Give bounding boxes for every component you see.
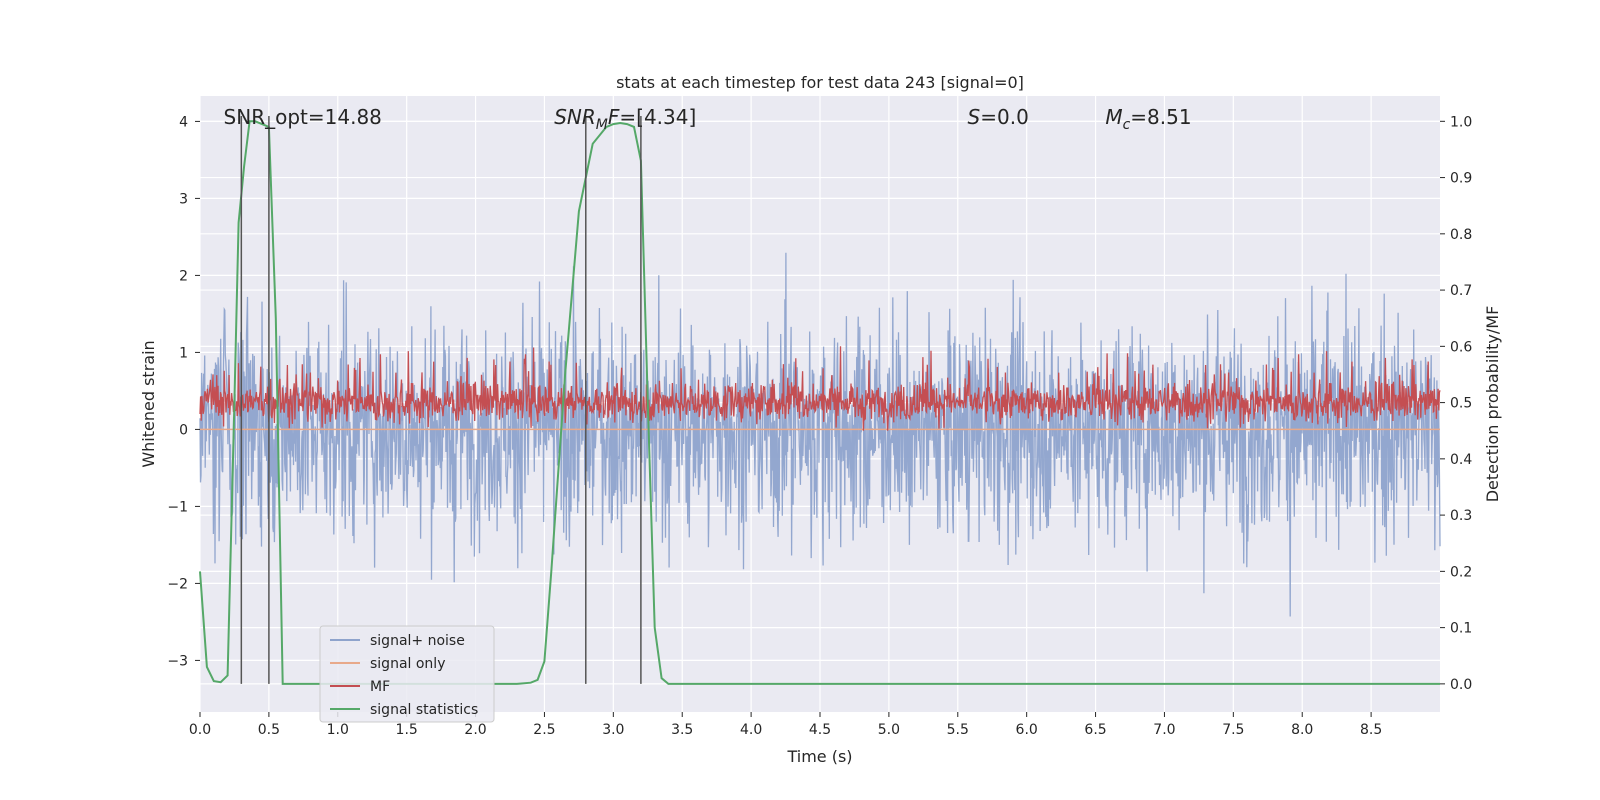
y-tick-label: 0: [179, 422, 188, 438]
annotation: Mc=8.51: [1105, 105, 1191, 133]
y2-axis-label: Detection probability/MF: [1483, 306, 1502, 503]
x-tick-label: 5.0: [878, 722, 900, 738]
ticks: 0.0 0.5 1.0 1.5 2.0 2.5 3.0 3.5 4.0 4.5 5.0 5.5 6.0 6…: [167, 114, 1472, 738]
y-tick-label: 2: [179, 268, 188, 284]
y2-tick-label: 0.9: [1450, 171, 1472, 187]
y2-tick-label: 0.7: [1450, 283, 1472, 299]
y2-tick-label: 0.2: [1450, 564, 1472, 580]
x-tick-label: 7.0: [1153, 722, 1175, 738]
x-axis-label: Time (s): [786, 747, 852, 766]
annotations: SNR_opt=14.88 SNRMF=[4.34] S=0.0 Mc=8.51: [224, 105, 1192, 133]
x-tick-label: 3.0: [602, 722, 624, 738]
chart-title: stats at each timestep for test data 243…: [616, 73, 1024, 92]
y2-tick-label: 0.0: [1450, 677, 1472, 693]
legend-label: signal+ noise: [370, 633, 465, 649]
y2-tick-label: 1.0: [1450, 114, 1472, 130]
annotation: SNRMF=[4.34]: [554, 105, 696, 133]
legend-label: signal statistics: [370, 702, 478, 718]
legend: signal+ noise signal only MF signal statist…: [319, 625, 495, 723]
x-tick-label: 0.5: [258, 722, 280, 738]
y-axis-label: Whitened strain: [139, 340, 158, 467]
x-tick-label: 3.5: [671, 722, 693, 738]
series-signal-noise-line: [199, 252, 1441, 617]
x-tick-label: 0.0: [189, 722, 211, 738]
y-tick-label: 4: [179, 114, 188, 130]
series-signal-statistics-line: [199, 120, 1440, 685]
y-tick-label: −1: [167, 499, 188, 515]
x-tick-label: 8.0: [1291, 722, 1313, 738]
x-tick-label: 6.0: [1016, 722, 1038, 738]
x-tick-label: 2.5: [533, 722, 555, 738]
series-mf-line: [199, 346, 1441, 431]
vertical-lines: [240, 116, 642, 684]
x-tick-label: 8.5: [1360, 722, 1382, 738]
legend-label: MF: [370, 679, 390, 695]
y2-tick-label: 0.1: [1450, 621, 1472, 637]
annotation: SNR_opt=14.88: [224, 105, 382, 129]
y-tick-label: −3: [167, 653, 188, 669]
x-tick-label: 2.0: [464, 722, 486, 738]
y2-tick-label: 0.6: [1450, 339, 1472, 355]
x-tick-label: 5.5: [947, 722, 969, 738]
annotation: S=0.0: [968, 105, 1029, 129]
y2-tick-label: 0.8: [1450, 227, 1472, 243]
legend-label: signal only: [370, 656, 445, 672]
x-tick-label: 6.5: [1084, 722, 1106, 738]
x-tick-label: 1.5: [396, 722, 418, 738]
x-tick-label: 4.5: [809, 722, 831, 738]
y-tick-label: 3: [179, 191, 188, 207]
x-tick-label: 4.0: [740, 722, 762, 738]
y-tick-label: 1: [179, 345, 188, 361]
y2-tick-label: 0.5: [1450, 396, 1472, 412]
y2-tick-label: 0.4: [1450, 452, 1472, 468]
x-tick-label: 7.5: [1222, 722, 1244, 738]
y-tick-label: −2: [167, 576, 188, 592]
x-tick-label: 1.0: [327, 722, 349, 738]
series-layer: [199, 120, 1441, 685]
legend-box: [319, 625, 495, 723]
y2-tick-label: 0.3: [1450, 508, 1472, 524]
